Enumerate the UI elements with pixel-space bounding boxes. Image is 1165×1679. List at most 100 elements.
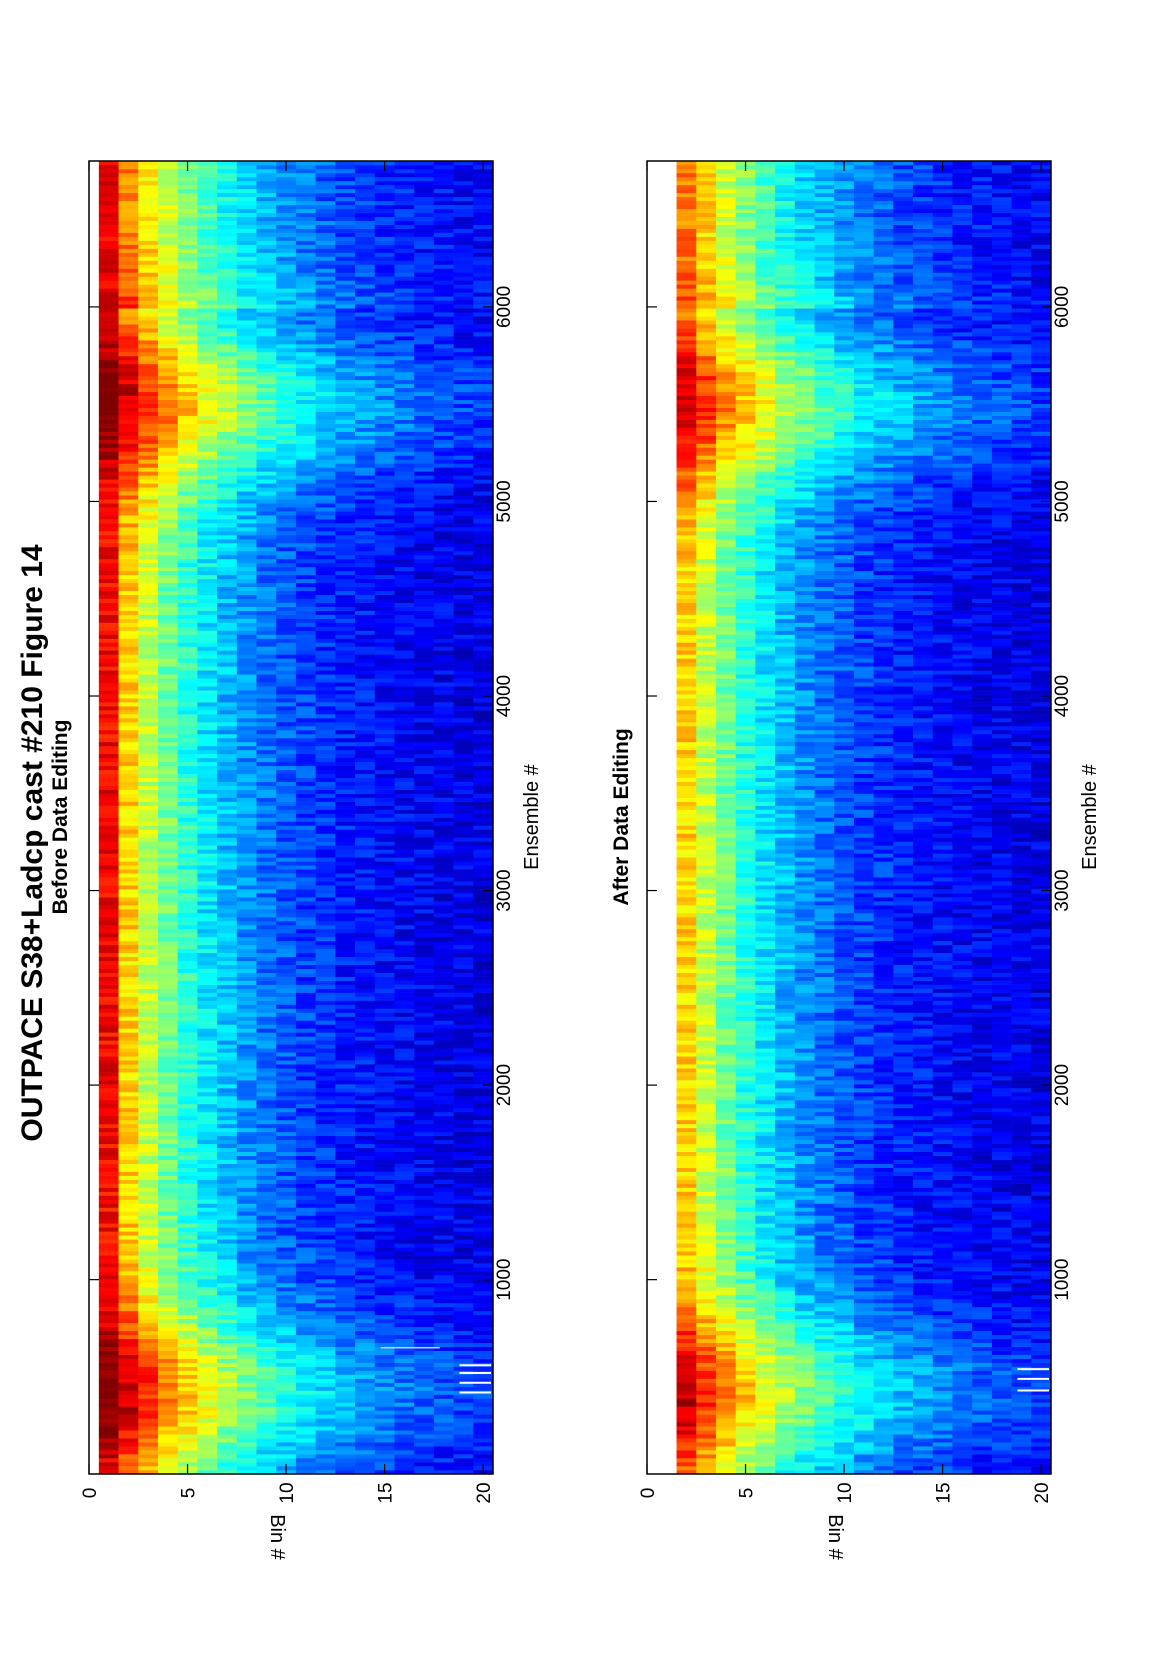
heatmap-cell [98, 1275, 119, 1280]
heatmap-cell [217, 1052, 238, 1057]
heatmap-cell [217, 586, 238, 592]
heatmap-cell [236, 610, 257, 615]
heatmap-cell [433, 491, 454, 496]
heatmap-cell [236, 1183, 257, 1188]
heatmap-cell [335, 912, 356, 918]
heatmap-cell [217, 948, 238, 954]
heatmap-cell [473, 1342, 494, 1347]
heatmap-cell [335, 1243, 356, 1248]
heatmap-cell [295, 1354, 316, 1359]
heatmap-cell [256, 1306, 277, 1312]
heatmap-cell [315, 618, 336, 623]
heatmap-cell [197, 1454, 218, 1459]
heatmap-cell [453, 1048, 474, 1053]
heatmap-cell [453, 515, 474, 520]
heatmap-cell [157, 745, 178, 751]
heatmap-cell [256, 1099, 277, 1105]
heatmap-cell [355, 1358, 376, 1363]
heatmap-cell [433, 1306, 454, 1312]
heatmap-cell [433, 1175, 454, 1180]
heatmap-cell [414, 1366, 435, 1371]
heatmap-cell [453, 1099, 474, 1105]
heatmap-cell [453, 1374, 474, 1379]
heatmap-cell [355, 825, 376, 830]
heatmap-cell [295, 610, 316, 615]
heatmap-cell [394, 515, 415, 520]
heatmap-cell [118, 1143, 139, 1149]
heatmap-cell [433, 773, 454, 779]
heatmap-cell [157, 1462, 178, 1467]
heatmap-cell [355, 857, 376, 862]
heatmap-cell [433, 1302, 454, 1308]
heatmap-cell [217, 1139, 238, 1145]
heatmap-cell [315, 1167, 336, 1172]
heatmap-cell [414, 869, 435, 874]
heatmap-cell [335, 1263, 356, 1268]
heatmap-cell [197, 877, 218, 882]
heatmap-cell [295, 821, 316, 826]
heatmap-cell [118, 1362, 139, 1367]
heatmap-cell [276, 511, 297, 516]
heatmap-cell [177, 1139, 198, 1145]
heatmap-cell [197, 1048, 218, 1053]
heatmap-cell [453, 733, 474, 739]
heatmap-cell [473, 531, 494, 536]
heatmap-cell [453, 586, 474, 592]
heatmap-cell [394, 535, 415, 540]
heatmap-cell [276, 1092, 297, 1097]
heatmap-cell [276, 1450, 297, 1455]
heatmap-cell [276, 1024, 297, 1029]
heatmap-cell [433, 1076, 454, 1081]
heatmap-cell [118, 1183, 139, 1188]
heatmap-cell [276, 1438, 297, 1443]
heatmap-cell [98, 1318, 119, 1324]
heatmap-cell [414, 1072, 435, 1077]
heatmap-cell [276, 1247, 297, 1252]
heatmap-cell [236, 586, 257, 592]
heatmap-cell [453, 980, 474, 985]
heatmap-cell [295, 586, 316, 592]
heatmap-cell [315, 952, 336, 958]
heatmap-cell [394, 885, 415, 890]
heatmap-cell [138, 1211, 159, 1216]
heatmap-cell [355, 1155, 376, 1160]
heatmap-cell [315, 626, 336, 631]
heatmap-cell [473, 825, 494, 830]
heatmap-cell [433, 527, 454, 532]
heatmap-cell [315, 1458, 336, 1463]
heatmap-cell [335, 1151, 356, 1156]
heatmap-cell [473, 714, 494, 719]
heatmap-cell [138, 789, 159, 794]
heatmap-cell [276, 1279, 297, 1284]
heatmap-cell [236, 1223, 257, 1228]
heatmap-cell [236, 558, 257, 564]
heatmap-cell [157, 901, 178, 906]
heatmap-cell [473, 1247, 494, 1252]
heatmap-cell [473, 805, 494, 810]
heatmap-cell [197, 1290, 218, 1296]
heatmap-cell [335, 527, 356, 532]
heatmap-cell [473, 869, 494, 874]
heatmap-cell [157, 1012, 178, 1017]
heatmap-cell [473, 952, 494, 958]
heatmap-cell [177, 1362, 198, 1367]
heatmap-cell [315, 638, 336, 643]
heatmap-cell [217, 1346, 238, 1351]
heatmap-cell [473, 495, 494, 500]
heatmap-cell [374, 976, 395, 981]
heatmap-cell [394, 1191, 415, 1196]
heatmap-cell [335, 1330, 356, 1336]
heatmap-cell [315, 1052, 336, 1057]
heatmap-cell [98, 1084, 119, 1089]
heatmap-cell [453, 1191, 474, 1196]
heatmap-cell [98, 1044, 119, 1049]
heatmap-cell [217, 1358, 238, 1363]
heatmap-cell [335, 1127, 356, 1133]
heatmap-cell [118, 610, 139, 615]
heatmap-cell [374, 1430, 395, 1435]
heatmap-cell [177, 1247, 198, 1252]
heatmap-cell [256, 662, 277, 667]
heatmap-cell [236, 1139, 257, 1145]
heatmap-cell [118, 825, 139, 830]
heatmap-cell [177, 1024, 198, 1029]
